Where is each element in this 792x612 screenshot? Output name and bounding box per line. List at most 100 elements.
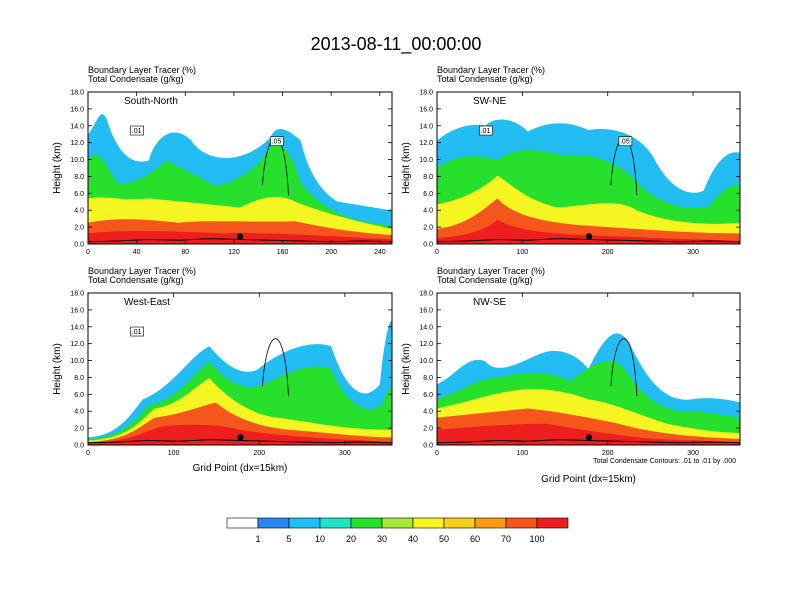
y-tick-label: 6.0 bbox=[423, 191, 433, 198]
x-tick-label: 240 bbox=[374, 249, 386, 256]
y-axis-label: Height (km) bbox=[401, 343, 412, 395]
y-tick-label: 2.0 bbox=[423, 426, 433, 433]
y-tick-label: 18.0 bbox=[70, 90, 84, 97]
x-tick-label: 200 bbox=[253, 450, 265, 457]
colorbar-swatch bbox=[536, 517, 569, 529]
colorbar-swatch bbox=[350, 517, 383, 529]
y-tick-label: 0.0 bbox=[423, 443, 433, 450]
colorbar-label: 50 bbox=[439, 534, 449, 544]
contour-label-box bbox=[479, 125, 493, 136]
condensate-contour bbox=[262, 338, 289, 397]
colorbar-swatch bbox=[505, 517, 538, 529]
x-tick-label: 80 bbox=[181, 249, 189, 256]
colorbar-label: 1 bbox=[255, 534, 260, 544]
location-marker bbox=[585, 233, 593, 240]
colorbar-swatch bbox=[257, 517, 290, 529]
location-marker bbox=[585, 434, 593, 441]
colorbar-label: 5 bbox=[286, 534, 291, 544]
y-tick-label: 8.0 bbox=[423, 375, 433, 382]
contour-label-box bbox=[130, 326, 144, 337]
y-tick-label: 0.0 bbox=[423, 242, 433, 249]
y-tick-label: 8.0 bbox=[74, 174, 84, 181]
x-tick-label: 120 bbox=[228, 249, 240, 256]
y-tick-label: 8.0 bbox=[74, 375, 84, 382]
heatmap-field bbox=[88, 293, 392, 445]
contour-label-box bbox=[618, 136, 633, 146]
y-tick-label: 12.0 bbox=[419, 341, 433, 348]
y-axis-label: Height (km) bbox=[52, 142, 63, 194]
panel-subtitle-1: Boundary Layer Tracer (%) bbox=[88, 266, 196, 276]
heatmap-field bbox=[88, 92, 392, 244]
contour-label: .01 bbox=[132, 329, 142, 336]
y-tick-label: 10.0 bbox=[70, 358, 84, 365]
panel-subtitle-2: Total Condensate (g/kg) bbox=[88, 275, 184, 285]
panel-subtitle-1: Boundary Layer Tracer (%) bbox=[437, 266, 545, 276]
colorbar-label: 40 bbox=[408, 534, 418, 544]
contour-label: .05 bbox=[620, 139, 630, 146]
x-tick-label: 160 bbox=[277, 249, 289, 256]
x-tick-label: 300 bbox=[687, 450, 699, 457]
panel-name: West-East bbox=[124, 297, 170, 308]
x-tick-label: 200 bbox=[602, 249, 614, 256]
main-title: 2013-08-11_00:00:00 bbox=[311, 34, 482, 55]
plot-frame bbox=[87, 292, 393, 446]
colorbar-label: 70 bbox=[501, 534, 511, 544]
y-axis-label: Height (km) bbox=[401, 142, 412, 194]
y-tick-label: 12.0 bbox=[70, 341, 84, 348]
y-tick-label: 4.0 bbox=[74, 208, 84, 215]
colorbar-swatch bbox=[443, 517, 476, 529]
y-tick-label: 14.0 bbox=[70, 123, 84, 130]
y-tick-label: 6.0 bbox=[423, 392, 433, 399]
x-tick-label: 300 bbox=[687, 249, 699, 256]
x-tick-label: 0 bbox=[435, 450, 439, 457]
colorbar-swatch bbox=[319, 517, 352, 529]
colorbar-label: 100 bbox=[529, 534, 544, 544]
contour-label: .01 bbox=[481, 128, 491, 135]
y-tick-label: 10.0 bbox=[419, 157, 433, 164]
y-tick-label: 16.0 bbox=[70, 106, 84, 113]
x-tick-label: 100 bbox=[517, 249, 529, 256]
panels: Boundary Layer Tracer (%)Total Condensat… bbox=[52, 65, 741, 485]
footnote: Total Condensate Contours: .01 to .01 by… bbox=[593, 458, 736, 465]
x-tick-label: 200 bbox=[325, 249, 337, 256]
y-tick-label: 18.0 bbox=[419, 90, 433, 97]
y-tick-label: 18.0 bbox=[419, 291, 433, 298]
field-level bbox=[437, 219, 740, 244]
plot-frame bbox=[87, 91, 393, 245]
colorbar: 1 5 10 20 30 40 50 60 70 100 bbox=[226, 517, 569, 544]
colorbar-swatch bbox=[226, 517, 259, 529]
x-tick-label: 300 bbox=[339, 450, 351, 457]
y-tick-label: 14.0 bbox=[70, 324, 84, 331]
y-tick-label: 14.0 bbox=[419, 123, 433, 130]
location-marker bbox=[236, 233, 244, 240]
contour-label-box bbox=[270, 136, 284, 146]
y-tick-label: 0.0 bbox=[74, 443, 84, 450]
y-tick-label: 4.0 bbox=[74, 409, 84, 416]
y-tick-label: 16.0 bbox=[70, 307, 84, 314]
x-tick-label: 0 bbox=[435, 249, 439, 256]
contour-label-box bbox=[130, 125, 144, 136]
x-tick-label: 0 bbox=[86, 450, 90, 457]
y-tick-label: 12.0 bbox=[70, 140, 84, 147]
y-tick-label: 6.0 bbox=[74, 191, 84, 198]
location-marker bbox=[237, 434, 244, 441]
x-tick-label: 0 bbox=[86, 249, 90, 256]
y-tick-label: 0.0 bbox=[74, 242, 84, 249]
y-tick-label: 12.0 bbox=[419, 140, 433, 147]
y-tick-label: 14.0 bbox=[419, 324, 433, 331]
plot-frame bbox=[436, 91, 741, 245]
heatmap-field bbox=[437, 293, 740, 445]
x-tick-label: 40 bbox=[133, 249, 141, 256]
x-axis-label: Grid Point (dx=15km) bbox=[193, 463, 288, 474]
colorbar-swatch bbox=[412, 517, 445, 529]
y-tick-label: 4.0 bbox=[423, 208, 433, 215]
colorbar-swatch bbox=[381, 517, 414, 529]
y-tick-label: 8.0 bbox=[423, 174, 433, 181]
panel-1: Boundary Layer Tracer (%)Total Condensat… bbox=[52, 65, 393, 256]
x-tick-label: 100 bbox=[517, 450, 529, 457]
condensate-contour bbox=[610, 338, 638, 397]
y-tick-label: 2.0 bbox=[74, 225, 84, 232]
colorbar-label: 10 bbox=[315, 534, 325, 544]
y-tick-label: 16.0 bbox=[419, 307, 433, 314]
